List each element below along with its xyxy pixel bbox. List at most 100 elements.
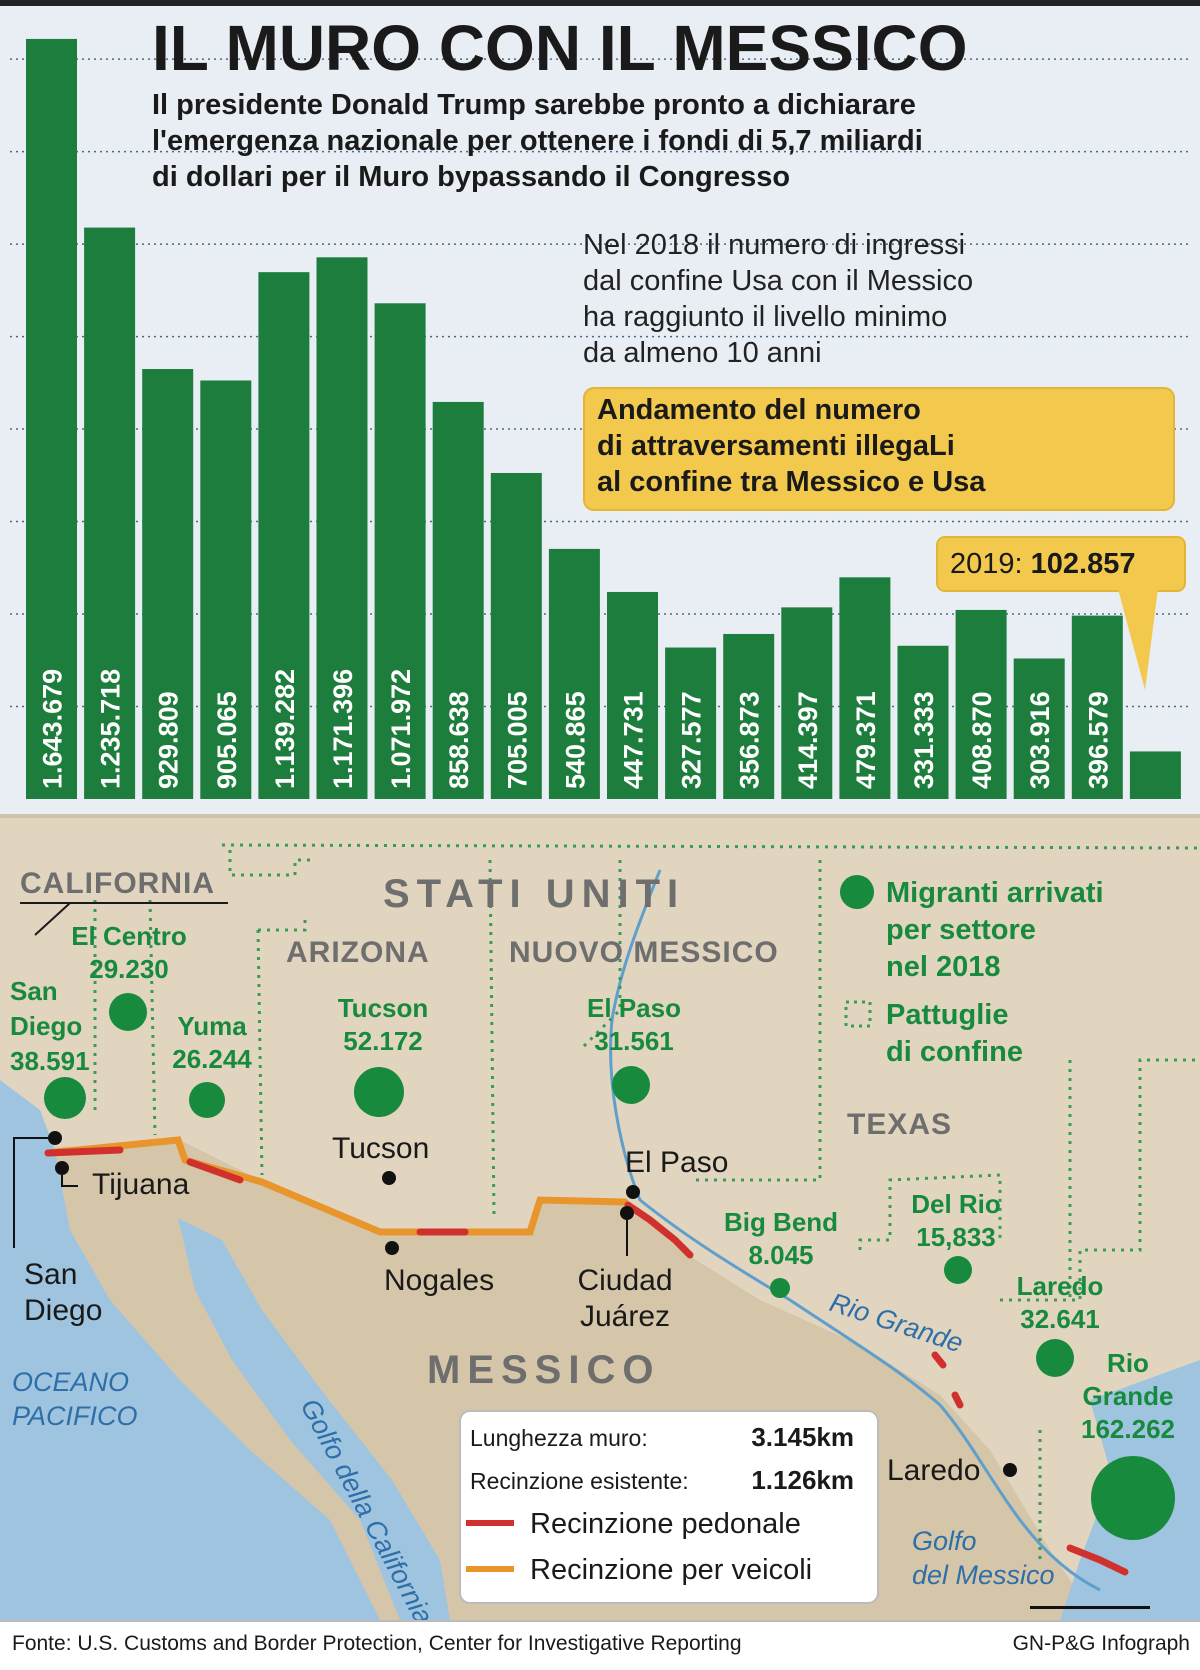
city-pointer [13, 1137, 48, 1248]
bar-05 [316, 257, 368, 799]
city-label: Nogales [384, 1264, 494, 1297]
sector-value: 32.641 [1020, 1304, 1100, 1334]
bar-04 [258, 272, 310, 799]
bar-value-label: 1.139.282 [270, 669, 300, 789]
bar-07 [432, 401, 484, 799]
sector-circle [944, 1256, 972, 1284]
sector-rio-grande: Rio Grande 162.262 [1081, 1348, 1175, 1540]
bar-14 [839, 577, 891, 799]
bar-value-label: 479.371 [851, 691, 881, 789]
city-label-line-1: Ciudad [577, 1264, 672, 1297]
bar-value-label: 331.333 [909, 691, 939, 789]
bar-value-label: 540.865 [560, 691, 590, 789]
vehicle-fence-swatch [466, 1566, 514, 1572]
map-pacific-ocean [0, 1080, 380, 1620]
wall-length-label: Lunghezza muro: [470, 1425, 648, 1451]
scale-bar [1030, 1606, 1150, 1609]
bar-18 [1071, 615, 1123, 799]
sector-name: El Paso [587, 993, 681, 1023]
sector-value: 38.591 [10, 1046, 90, 1076]
top-rule [0, 0, 1200, 6]
note-line-3: ha raggiunto il livello minimo [583, 301, 947, 333]
bar-value-label: 929.809 [154, 691, 184, 789]
highlight-2019-bubble: 2019: 102.857 [936, 536, 1186, 690]
city-label-line-2: Diego [24, 1294, 102, 1327]
bar-value-label: 1.071.972 [386, 669, 416, 789]
callout-line-1: Andamento del numero [597, 394, 921, 426]
pedestrian-fence-segment [931, 1351, 947, 1369]
pedestrian-fence-swatch [466, 1520, 514, 1526]
city-el-paso: El Paso [625, 1146, 728, 1199]
bar-value-label: 858.638 [444, 691, 474, 789]
sector-name-line-2: Grande [1082, 1381, 1173, 1411]
bar-value-label: 408.870 [967, 691, 997, 789]
map: CALIFORNIA STATI UNITI ARIZONA NUOVO MES… [0, 814, 1200, 1629]
sector-value: 31.561 [594, 1026, 674, 1056]
bar-10 [607, 591, 658, 799]
city-pointer [61, 1175, 78, 1187]
wall-length-value: 3.145km [751, 1422, 854, 1452]
bar-value-label: 327.577 [677, 691, 707, 789]
ocean-label-line-1: OCEANO [12, 1367, 129, 1397]
sector-circle [109, 993, 147, 1031]
city-nogales: Nogales [384, 1241, 494, 1297]
city-label-line-2: Juárez [580, 1300, 670, 1333]
subtitle-line-1: Il presidente Donald Trump sarebbe pront… [152, 89, 916, 121]
sector-san-diego: San Diego 38.591 [10, 976, 90, 1119]
note-line-4: da almeno 10 anni [583, 337, 822, 369]
city-label: Tucson [332, 1132, 429, 1165]
sector-value: 15,833 [916, 1222, 996, 1252]
sector-name: Tucson [338, 993, 429, 1023]
bar-17 [1013, 658, 1065, 799]
region-texas-label: TEXAS [847, 1108, 952, 1141]
city-dot [55, 1161, 69, 1175]
sector-el-paso: El Paso 31.561 [587, 993, 681, 1104]
bar-value-label: 356.873 [735, 691, 765, 789]
vehicle-fence-label: Recinzione per veicoli [530, 1554, 812, 1586]
sector-circle [354, 1067, 404, 1117]
legend-migrants-line-2: per settore [886, 914, 1036, 946]
city-dot [382, 1171, 396, 1185]
legend-patrols-line-1: Pattuglie [886, 999, 1008, 1031]
bar-value-label: 1.171.396 [328, 669, 358, 789]
page-title: IL MURO CON IL MESSICO [152, 12, 967, 84]
patrol-borders [93, 843, 1200, 1560]
city-label-line-1: San [24, 1258, 77, 1291]
source-note: Fonte: U.S. Customs and Border Protectio… [12, 1632, 742, 1655]
bar-value-label: 414.397 [793, 691, 823, 789]
bar-11 [665, 647, 717, 799]
wall-info-box: Lunghezza muro: 3.145km Recinzione esist… [459, 1410, 879, 1604]
bar-value-label: 303.916 [1025, 691, 1055, 789]
info-box-background [459, 1410, 879, 1604]
border-fences [44, 1136, 1129, 1576]
sector-circle [612, 1066, 650, 1104]
sector-value: 162.262 [1081, 1414, 1175, 1444]
sector-name-line-1: San [10, 976, 58, 1006]
sector-circle [189, 1082, 225, 1118]
city-dot [48, 1131, 62, 1145]
sector-value: 52.172 [343, 1026, 423, 1056]
bar-value-label: 447.731 [619, 691, 649, 789]
legend-sector-circle [840, 875, 874, 909]
city-laredo: Laredo [887, 1454, 1017, 1487]
sector-big-bend: Big Bend 8.045 [724, 1207, 838, 1298]
sector-name: Big Bend [724, 1207, 838, 1237]
bar-value-label: 396.579 [1083, 691, 1113, 789]
bar-value-label: 705.005 [502, 691, 532, 789]
subtitle-line-2: l'emergenza nazionale per ottenere i fon… [152, 125, 923, 157]
region-new-mexico-label: NUOVO MESSICO [509, 936, 779, 969]
bar-16 [955, 609, 1007, 799]
existing-fence-label: Recinzione esistente: [470, 1468, 689, 1494]
pedestrian-fence-label: Recinzione pedonale [530, 1508, 801, 1540]
region-arizona-label: ARIZONA [286, 936, 430, 969]
highlight-2019-text: 2019: 102.857 [950, 548, 1135, 580]
bar-value-labels: 1.643.679 1.235.718 929.809 905.065 1.139.28… [38, 669, 1114, 789]
sector-del-rio: Del Rio 15,833 [911, 1189, 1001, 1284]
region-mexico-label: MESSICO [427, 1348, 660, 1392]
bar-03 [200, 380, 252, 799]
map-top-edge [0, 814, 1200, 818]
existing-fence-value: 1.126km [751, 1465, 854, 1495]
footer-rule [0, 1620, 1200, 1622]
city-dot [620, 1206, 634, 1220]
